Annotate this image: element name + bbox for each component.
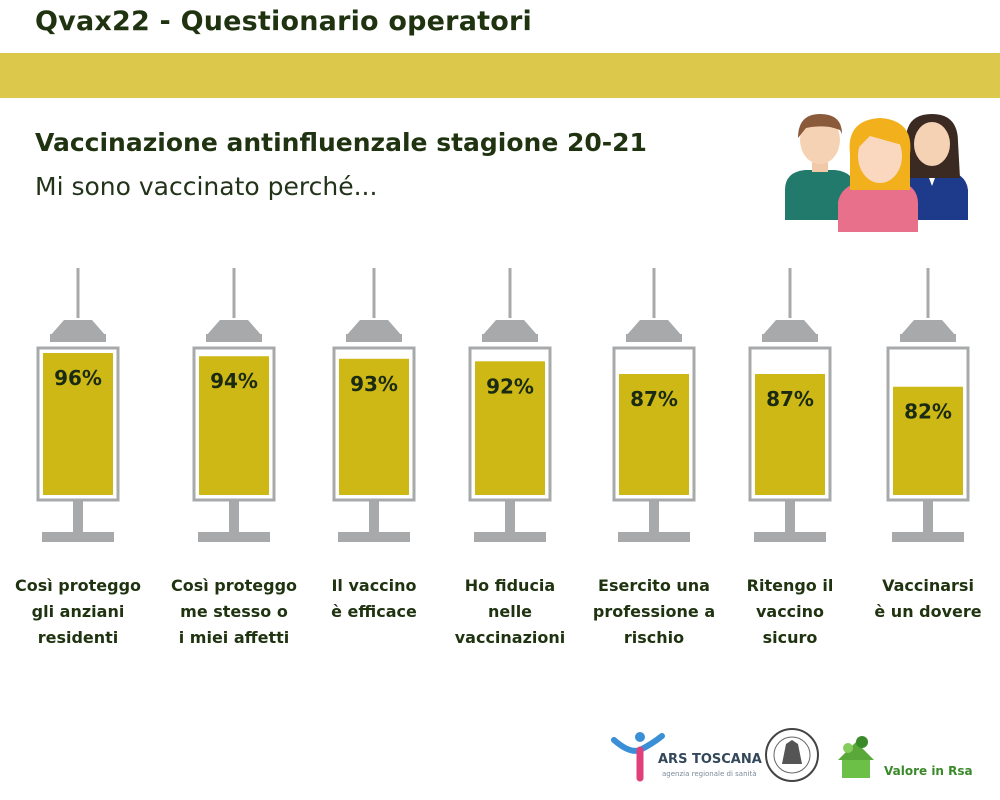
syringe-hub [900,320,956,336]
syringe-plunger [229,500,239,534]
category-label: Esercito una professione a rischio [579,573,729,651]
bar-fill [339,358,409,495]
syringe-hub [482,320,538,336]
partner-logos [611,728,874,782]
category-label: Ho fiducia nelle vaccinazioni [435,573,585,651]
syringe-plunger [923,500,933,534]
category-label-line: Il vaccino [331,576,417,595]
syringe-hub-base [346,334,402,342]
category-label-line: sicuro [762,628,818,647]
value-label: 92% [486,374,534,398]
syringe-plunger [505,500,515,534]
bar-fill [755,374,825,495]
syringe-plunger [649,500,659,534]
category-label: Vaccinarsi è un dovere [853,573,1000,625]
category-label-line: rischio [623,628,685,647]
chart-question: Mi sono vaccinato perché... [35,172,378,201]
ars-logo-tagline: agenzia regionale di sanità [662,770,757,778]
ars-toscana-logo [611,732,665,782]
category-label-line: Esercito una [598,576,710,595]
syringe-plunger [369,500,379,534]
syringe-hub-base [206,334,262,342]
category-label-line: gli anziani [31,602,125,621]
category-label-line: me stesso o [180,602,288,621]
syringe-hub [346,320,402,336]
page-title: Qvax22 - Questionario operatori [35,6,532,37]
category-label: Il vaccino è efficace [299,573,449,625]
people-illustration [785,114,968,232]
university-seal-logo [765,728,819,782]
header-band [0,53,1000,98]
category-label-line: vaccino [755,602,825,621]
syringe-plunger-base [338,532,410,542]
value-label: 87% [766,387,814,411]
bar-fill [475,361,545,495]
syringe-hub-base [900,334,956,342]
syringe-plunger [785,500,795,534]
valore-in-rsa-logo [838,736,874,778]
bar-fill [893,386,963,495]
category-label-line: Ho fiducia [464,576,556,595]
rsa-logo-text: Valore in Rsa [884,764,973,778]
syringe-plunger-base [754,532,826,542]
category-label-line: professione a [592,602,716,621]
syringe-hub [762,320,818,336]
value-label: 82% [904,400,952,424]
value-label: 87% [630,387,678,411]
category-label-line: Così proteggo [14,576,142,595]
bar-fill [619,374,689,495]
syringe-chart: 96% 94% 93% 92% 87% 87% 82% [36,268,970,542]
value-label: 93% [350,372,398,396]
category-label-line: residenti [37,628,119,647]
syringe-plunger-base [892,532,964,542]
category-label-line: nelle [487,602,533,621]
syringe-plunger-base [474,532,546,542]
chart-subtitle: Vaccinazione antinfluenzale stagione 20-… [35,128,647,157]
syringe-hub [206,320,262,336]
syringe-plunger-base [42,532,114,542]
syringe-plunger-base [618,532,690,542]
category-label-line: Vaccinarsi [882,576,974,595]
category-label: Così proteggo me stesso o i miei affetti [159,573,309,651]
syringe-hub-base [50,334,106,342]
ars-logo-text: ARS TOSCANA [658,752,762,767]
category-label-line: Così proteggo [170,576,298,595]
category-label-line: Ritengo il [746,576,834,595]
syringe-plunger-base [198,532,270,542]
value-label: 96% [54,366,102,390]
category-label: Così proteggo gli anziani residenti [3,573,153,651]
value-label: 94% [210,369,258,393]
syringe-hub-base [626,334,682,342]
category-label: Ritengo il vaccino sicuro [715,573,865,651]
syringe-hub-base [762,334,818,342]
syringe-hub [626,320,682,336]
category-label-line: vaccinazioni [454,628,566,647]
bar-fill [43,353,113,495]
category-label-line: è efficace [331,602,417,621]
category-label-line: è un dovere [874,602,982,621]
syringe-hub-base [482,334,538,342]
bar-fill [199,356,269,495]
category-label-line: i miei affetti [178,628,290,647]
syringe-plunger [73,500,83,534]
syringe-hub [50,320,106,336]
